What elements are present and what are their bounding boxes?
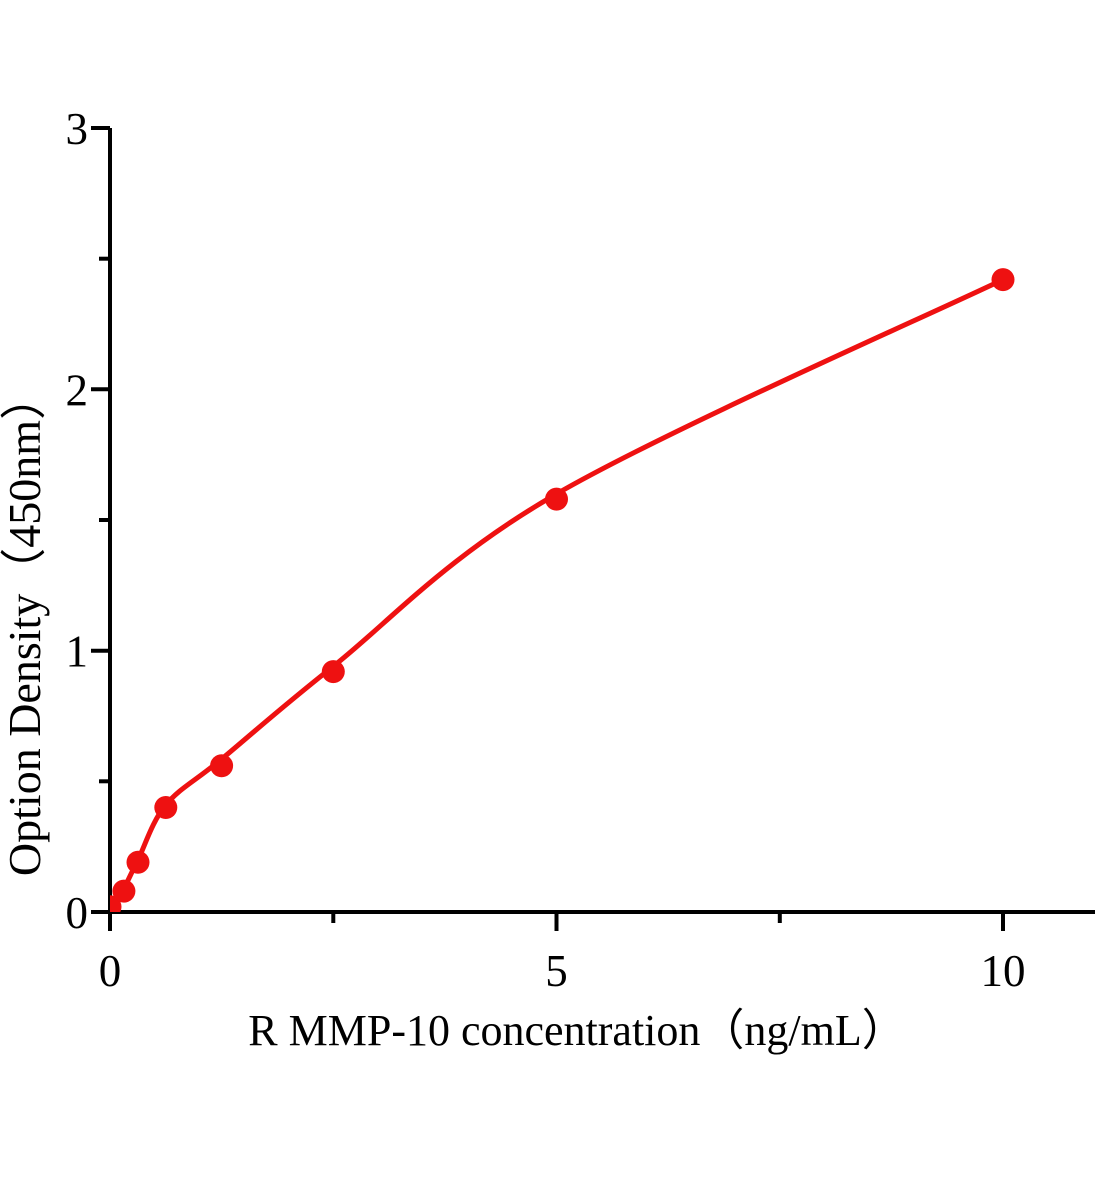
y-tick-label: 2 xyxy=(66,365,89,415)
fit-curve-line xyxy=(110,277,1006,912)
axis-tick-labels: 0 5 10 0 1 2 3 xyxy=(66,104,1026,996)
data-point xyxy=(154,796,178,819)
data-point xyxy=(321,660,345,684)
data-series xyxy=(110,268,1015,912)
x-tick-label: 10 xyxy=(981,946,1026,996)
y-axis-title: Option Density（450nm） xyxy=(0,374,50,876)
x-tick-label: 0 xyxy=(99,946,122,996)
y-tick-label: 3 xyxy=(66,104,89,154)
y-tick-label: 1 xyxy=(66,627,89,677)
axis-ticks xyxy=(91,126,1005,931)
data-point xyxy=(991,268,1015,292)
data-point xyxy=(210,754,234,778)
axes xyxy=(108,128,1095,914)
x-axis-title: R MMP-10 concentration（ng/mL） xyxy=(248,1006,906,1055)
data-point xyxy=(112,879,136,903)
data-point xyxy=(545,487,568,511)
x-tick-label: 5 xyxy=(545,946,568,996)
data-point xyxy=(126,850,150,874)
y-tick-label: 0 xyxy=(66,888,89,938)
